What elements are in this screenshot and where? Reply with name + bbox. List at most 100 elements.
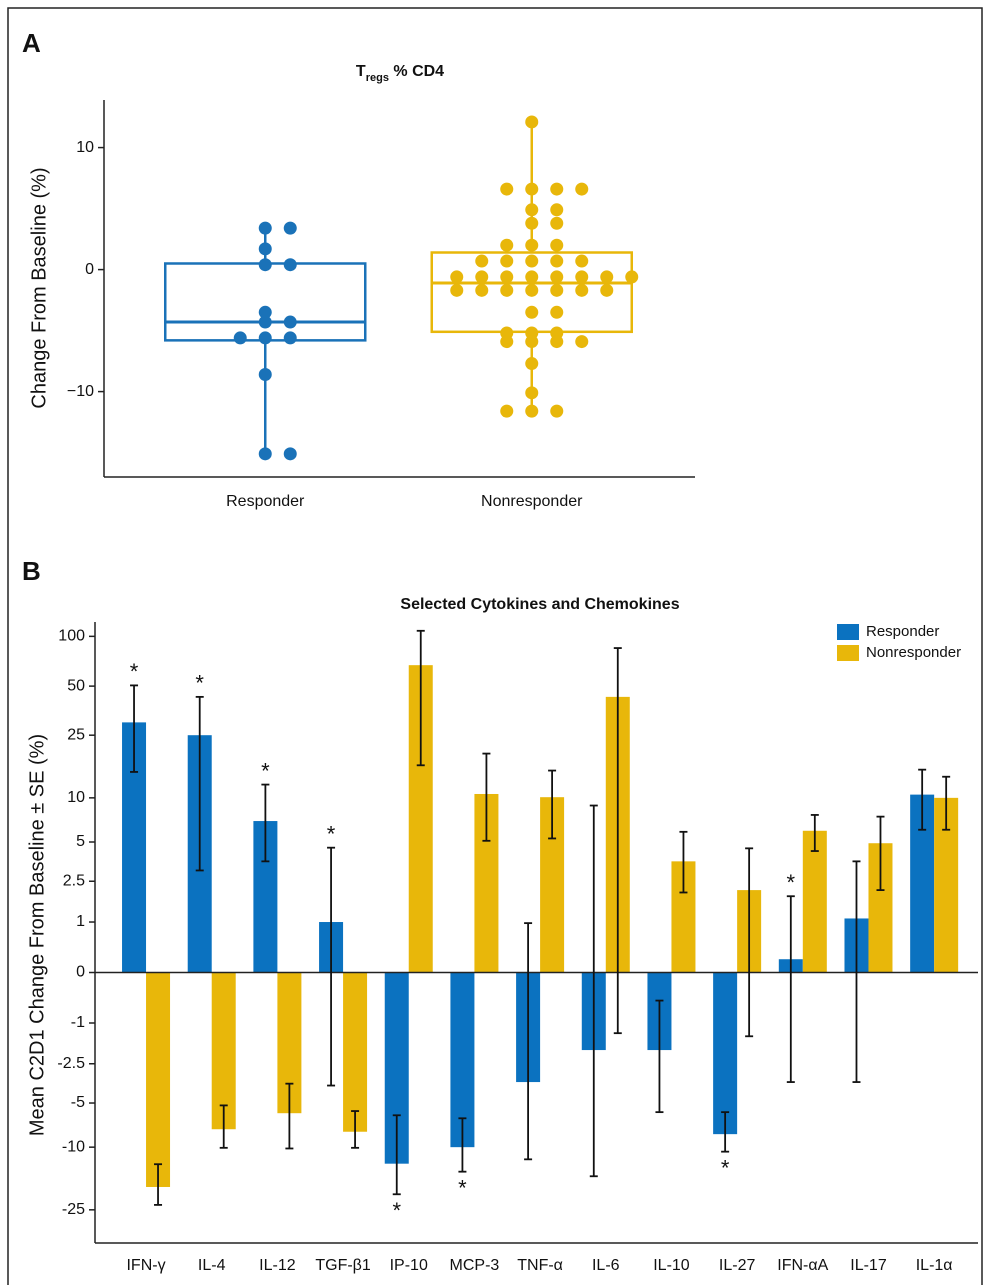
data-point [575, 283, 589, 297]
data-point [500, 335, 514, 349]
y-tick-label: 10 [67, 789, 85, 806]
data-point [283, 331, 297, 345]
y-tick-label: 10 [76, 139, 94, 156]
x-tick-label: IL-1α [916, 1257, 953, 1274]
box [164, 262, 367, 342]
data-point [525, 203, 539, 217]
x-tick-label: Responder [226, 493, 305, 510]
data-point [550, 404, 564, 418]
y-tick-label: 25 [67, 726, 85, 743]
bar [211, 972, 236, 1130]
chart-title: Selected Cytokines and Chemokines [400, 596, 679, 613]
data-point [258, 447, 272, 461]
x-tick-label: IL-6 [592, 1257, 620, 1274]
significance-marker: * [392, 1198, 401, 1223]
data-point [550, 270, 564, 284]
data-point [450, 270, 464, 284]
bar [713, 972, 738, 1135]
legend-label: Nonresponder [866, 644, 961, 661]
data-point [550, 254, 564, 268]
data-point [525, 270, 539, 284]
y-tick-label: -10 [62, 1138, 85, 1155]
data-point [550, 216, 564, 230]
y-axis-label: Mean C2D1 Change From Baseline ± SE (%) [26, 734, 48, 1136]
y-tick-label: 100 [58, 628, 85, 645]
data-point [525, 238, 539, 252]
data-point [258, 331, 272, 345]
data-point [575, 182, 589, 196]
y-tick-label: 5 [76, 833, 85, 850]
data-point [475, 283, 489, 297]
y-tick-label: -25 [62, 1201, 85, 1218]
data-point [525, 404, 539, 418]
title-subscript: regs [366, 72, 389, 84]
data-point [500, 270, 514, 284]
y-tick-label: -1 [71, 1014, 85, 1031]
x-tick-label: TNF-α [517, 1257, 563, 1274]
x-tick-label: IFN-γ [126, 1257, 165, 1274]
bar [146, 972, 171, 1187]
data-point [525, 283, 539, 297]
data-point [550, 238, 564, 252]
x-tick-label: Nonresponder [481, 493, 583, 510]
data-point [525, 115, 539, 129]
title-part: % CD4 [389, 63, 444, 80]
x-tick-label: IFN-αA [777, 1257, 828, 1274]
data-point [600, 283, 614, 297]
data-point [258, 315, 272, 329]
data-point [258, 242, 272, 256]
data-point [500, 182, 514, 196]
significance-marker: * [327, 821, 336, 846]
data-point [550, 203, 564, 217]
x-tick-label: IP-10 [390, 1257, 428, 1274]
legend-swatch [837, 624, 859, 640]
significance-marker: * [787, 870, 796, 895]
y-tick-label: −10 [67, 383, 94, 400]
chart-title: Tregs % CD4 [356, 63, 444, 84]
data-point [525, 254, 539, 268]
data-point [283, 315, 297, 329]
x-tick-label: MCP-3 [450, 1257, 500, 1274]
significance-marker: * [195, 671, 204, 696]
data-point [450, 283, 464, 297]
data-point [525, 386, 539, 400]
data-point [475, 254, 489, 268]
data-point [600, 270, 614, 284]
data-point [283, 447, 297, 461]
y-axis-label: Change From Baseline (%) [28, 167, 50, 408]
x-tick-label: IL-27 [719, 1257, 756, 1274]
y-tick-label: 0 [76, 964, 85, 981]
data-point [500, 404, 514, 418]
data-point [258, 368, 272, 382]
data-point [575, 335, 589, 349]
data-point [575, 270, 589, 284]
y-tick-label: 1 [76, 913, 85, 930]
y-tick-label: -2.5 [57, 1055, 85, 1072]
significance-marker: * [721, 1155, 730, 1180]
x-tick-label: IL-10 [653, 1257, 690, 1274]
panel-label: B [22, 556, 41, 586]
data-point [525, 182, 539, 196]
y-tick-label: 0 [85, 261, 94, 278]
data-point [525, 335, 539, 349]
y-tick-label: 2.5 [63, 872, 85, 889]
data-point [283, 221, 297, 235]
data-point [258, 305, 272, 319]
data-point [525, 357, 539, 371]
significance-marker: * [458, 1175, 467, 1200]
bar [802, 830, 827, 973]
data-point [575, 254, 589, 268]
data-point [525, 305, 539, 319]
x-tick-label: TGF-β1 [315, 1257, 371, 1274]
bar [343, 972, 368, 1132]
significance-marker: * [261, 758, 270, 783]
legend-label: Responder [866, 623, 939, 640]
data-point [550, 182, 564, 196]
data-point [475, 270, 489, 284]
data-point [550, 305, 564, 319]
x-tick-label: IL-17 [850, 1257, 887, 1274]
panel-label: A [22, 28, 41, 58]
data-point [283, 258, 297, 272]
y-tick-label: 50 [67, 677, 85, 694]
